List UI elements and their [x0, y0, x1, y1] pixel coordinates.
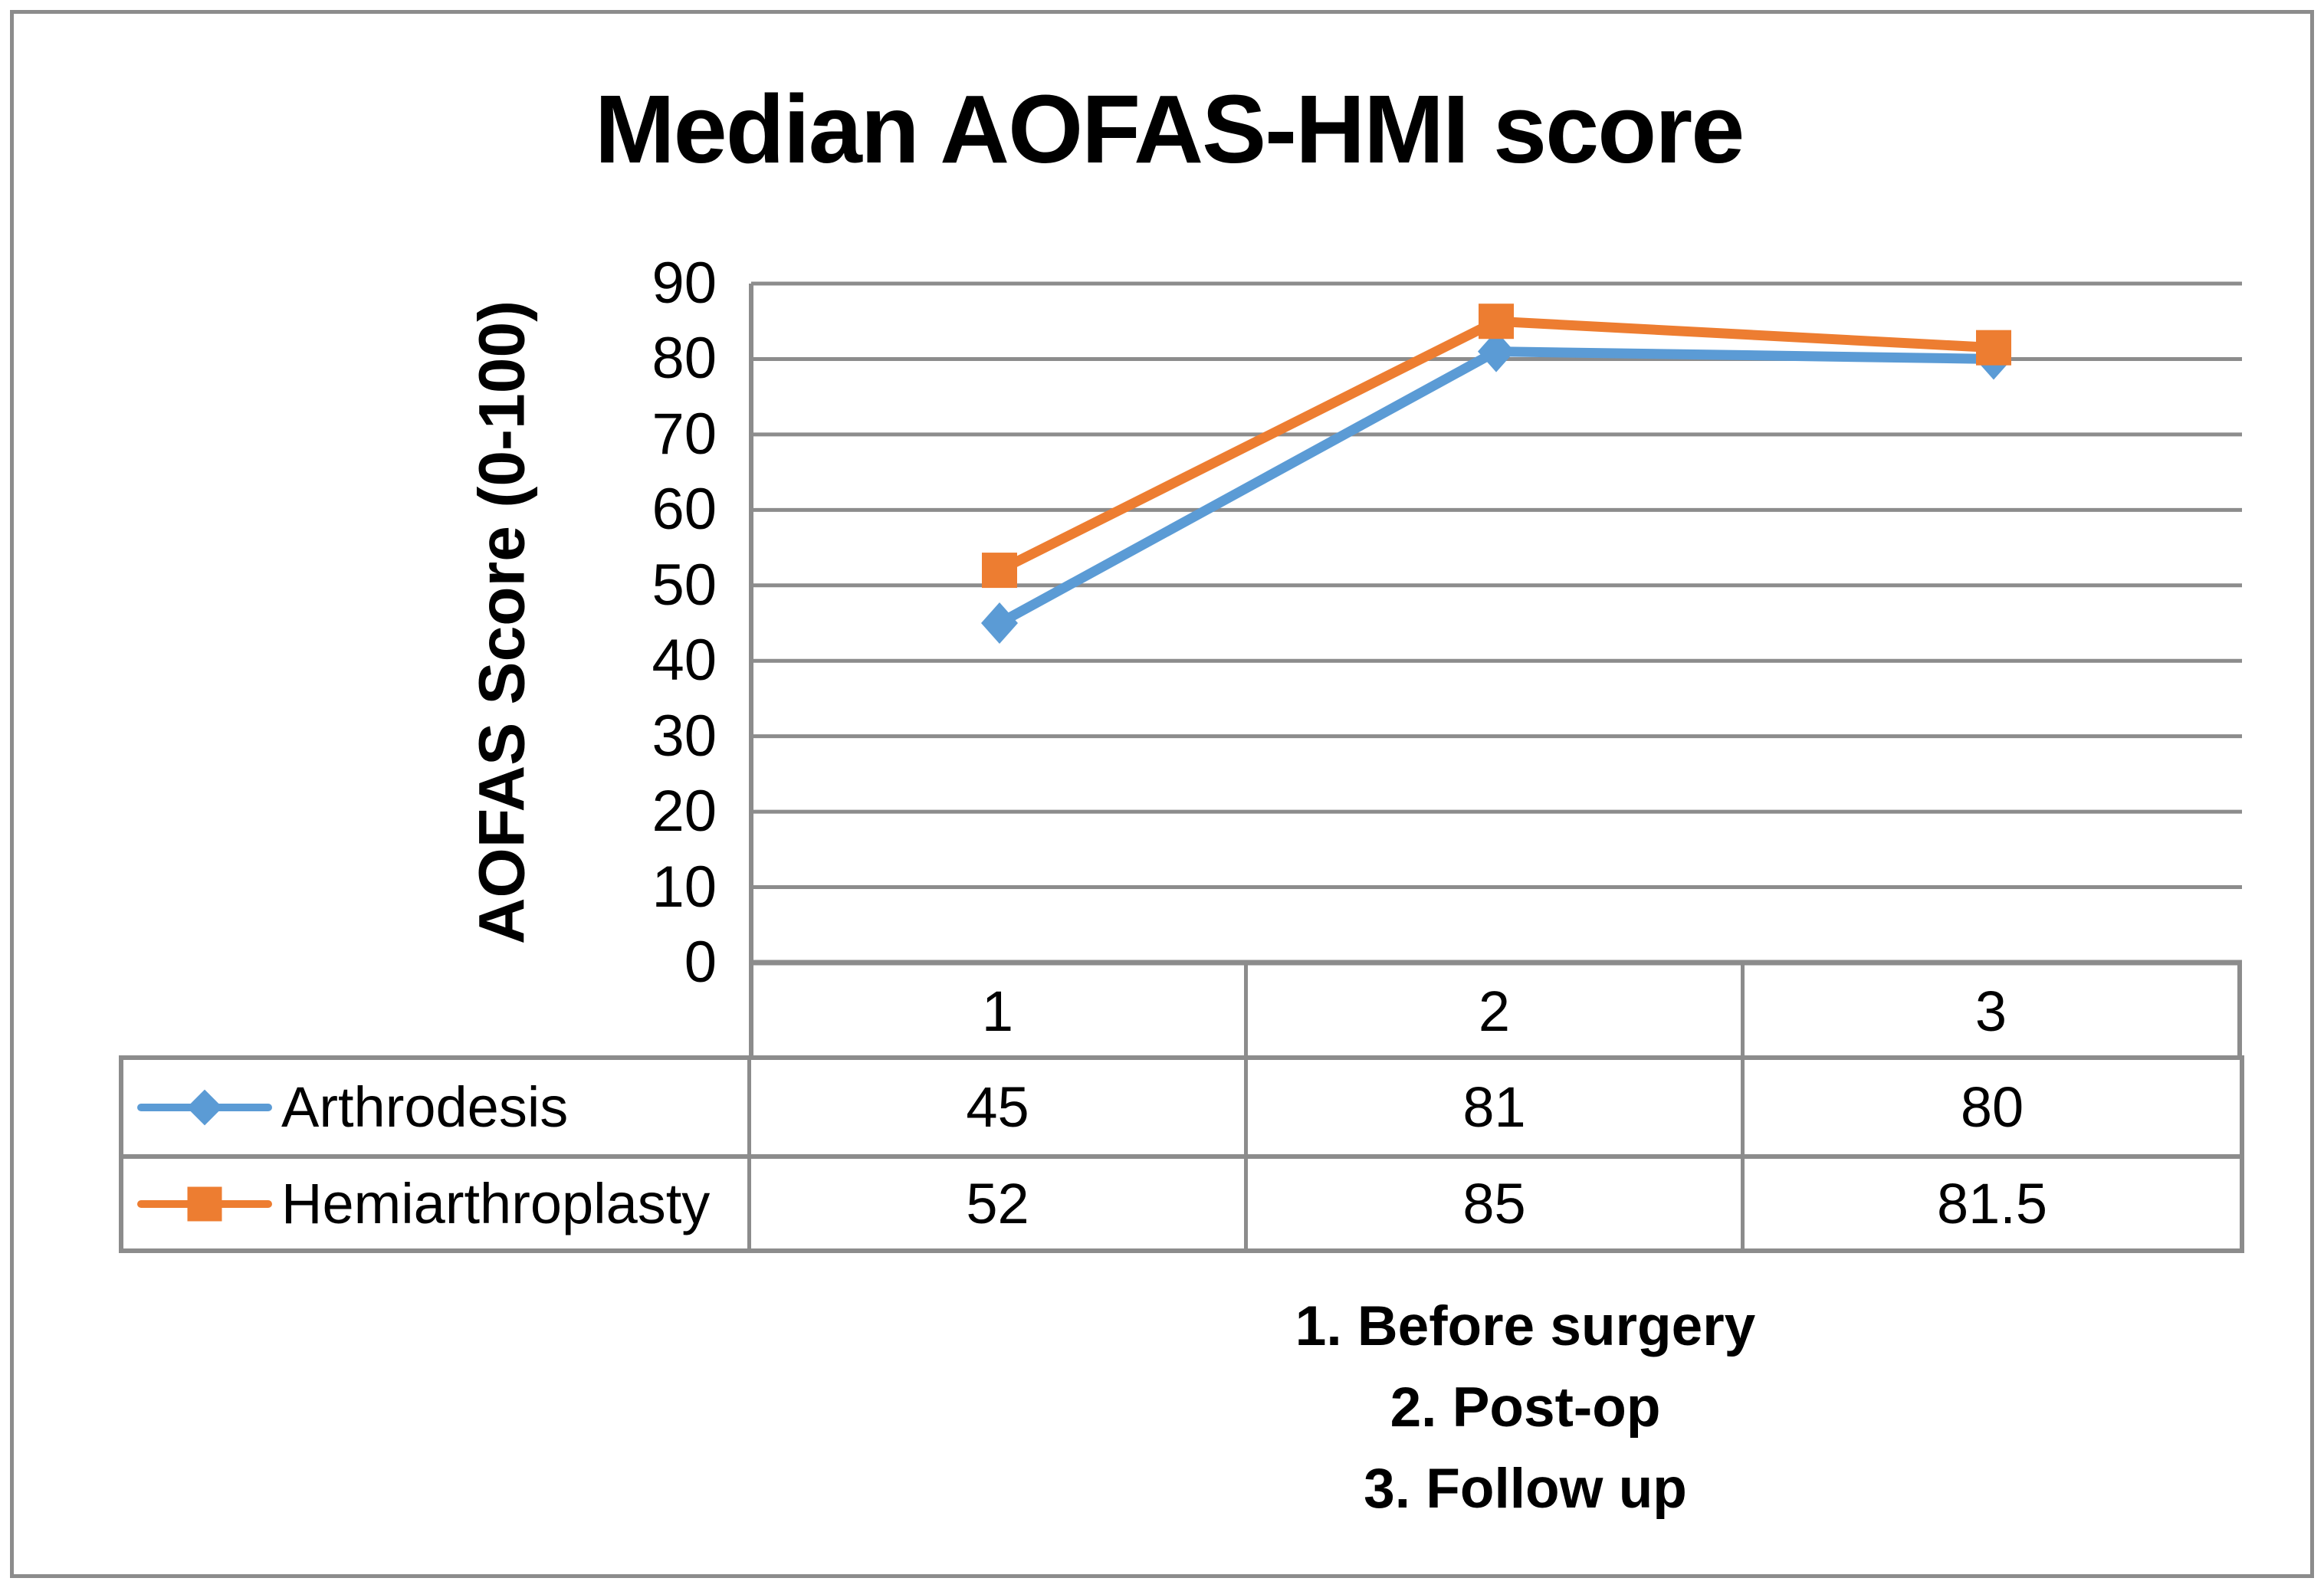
y-tick-label: 0: [684, 930, 717, 995]
footnote: 3. Follow up: [1364, 1458, 1687, 1520]
y-tick-label: 70: [652, 401, 717, 467]
table-cell: 80: [1960, 1075, 2024, 1139]
diamond-marker-icon: [186, 1089, 223, 1125]
footnotes: 1. Before surgery 2. Post-op 3. Follow u…: [778, 1286, 2273, 1530]
square-marker-icon: [1976, 330, 2011, 366]
x-category-label: 2: [1248, 965, 1745, 1058]
y-tick-label: 10: [652, 854, 717, 920]
x-axis-category-band: 1 2 3: [751, 965, 2242, 1058]
square-marker-icon: [982, 553, 1017, 589]
y-tick-label: 80: [652, 326, 717, 392]
series-label: Arthrodesis: [281, 1075, 569, 1139]
table-cell: 85: [1248, 1154, 1745, 1248]
y-tick-label: 40: [652, 628, 717, 694]
footnote: 2. Post-op: [1390, 1376, 1661, 1439]
y-tick-label: 30: [652, 703, 717, 769]
series-label: Hemiarthroplasty: [281, 1172, 711, 1235]
x-category-label: 1: [751, 965, 1248, 1058]
table-cell: 45: [751, 1060, 1248, 1154]
diamond-marker-icon: [981, 602, 1018, 644]
table-cell: 81.5: [1745, 1154, 2240, 1248]
x-category-label: 3: [1974, 979, 2007, 1043]
square-marker-icon: [187, 1186, 222, 1221]
legend-item-hemiarthroplasty: Hemiarthroplasty: [123, 1154, 751, 1248]
legend-item-arthrodesis: Arthrodesis: [123, 1060, 751, 1154]
legend-key-line: [137, 1081, 272, 1134]
chart-title: Median AOFAS-HMI score: [594, 75, 1745, 183]
square-marker-icon: [1479, 303, 1514, 340]
y-tick-label: 50: [652, 552, 717, 618]
y-tick-label: 60: [652, 477, 717, 543]
table-cell: 81: [1248, 1060, 1745, 1154]
y-tick-label: 20: [652, 779, 717, 845]
footnote: 1. Before surgery: [1295, 1295, 1756, 1357]
y-tick-label: 90: [652, 251, 717, 316]
diamond-marker-icon: [1478, 330, 1515, 372]
series-line-arthrodesis: [994, 346, 1999, 628]
data-table: Arthrodesis 45 81 80 Hemiarthroplasty 52…: [119, 1055, 2244, 1253]
legend-key-line: [137, 1177, 272, 1231]
table-cell: 52: [751, 1154, 1248, 1248]
